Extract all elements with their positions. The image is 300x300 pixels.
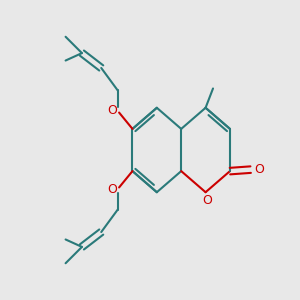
Text: O: O — [108, 183, 118, 196]
Text: O: O — [203, 194, 213, 207]
Text: O: O — [254, 163, 264, 176]
Text: O: O — [108, 104, 118, 117]
